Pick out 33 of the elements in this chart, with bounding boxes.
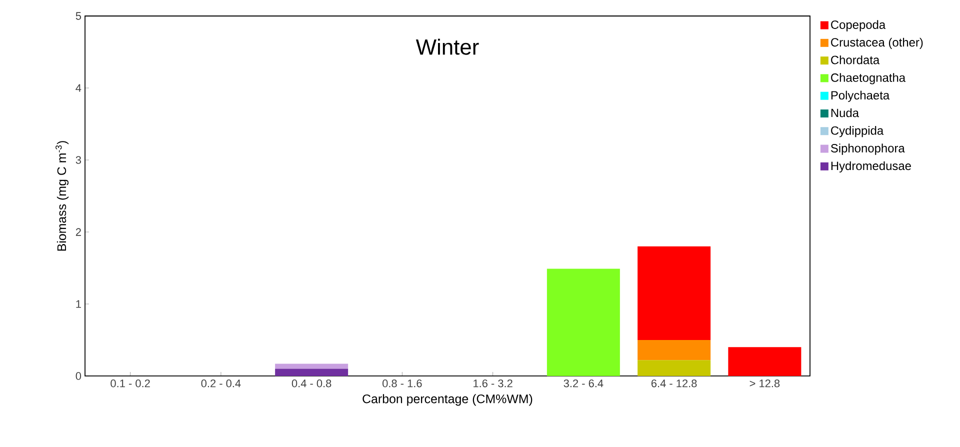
y-tick-label: 4 [76,84,82,92]
x-tick-label: 1.6 - 3.2 [474,380,512,388]
y-tick-label: 0 [76,372,82,380]
bar [728,347,802,376]
bar [275,368,348,376]
x-tick-label: > 12.8 [750,380,780,388]
legend-label: Hydromedusae [831,161,911,172]
legend-label: Chordata [831,55,880,64]
bar [275,364,348,369]
y-tick-label: 2 [76,228,81,236]
x-tick-label: 0.2 - 0.4 [201,380,241,388]
text: Winter [416,38,479,55]
x-tick-label: 6.4 - 12.8 [651,380,697,388]
bar [638,340,711,360]
y-tick-label: 5 [76,12,82,20]
x-tick-label: 0.1 - 0.2 [110,380,150,388]
y-tick-label: 1 [76,300,81,308]
legend-label: Copepoda [831,20,886,32]
x-tick-label: 3.2 - 6.4 [564,380,604,388]
bar [546,268,620,376]
x-tick-label: 0.8 - 1.6 [382,380,422,388]
y-axis-title: Biomass (mg C m$^{-3}$) [56,141,69,251]
x-axis-title: Carbon percentage (CM%WM) [362,394,532,406]
legend-label: Crustacea (other) [831,38,923,49]
legend-label: Chaetognatha [831,73,906,84]
legend-label: Nuda [831,108,859,118]
bar [638,246,711,340]
y-tick-label: 3 [76,156,82,164]
legend-label: Cydippida [831,126,884,138]
bar [638,360,711,376]
x-tick-label: 0.4 - 0.8 [292,380,332,388]
legend-label: Siphonophora [830,144,905,155]
legend-label: Polychaeta [831,90,890,102]
